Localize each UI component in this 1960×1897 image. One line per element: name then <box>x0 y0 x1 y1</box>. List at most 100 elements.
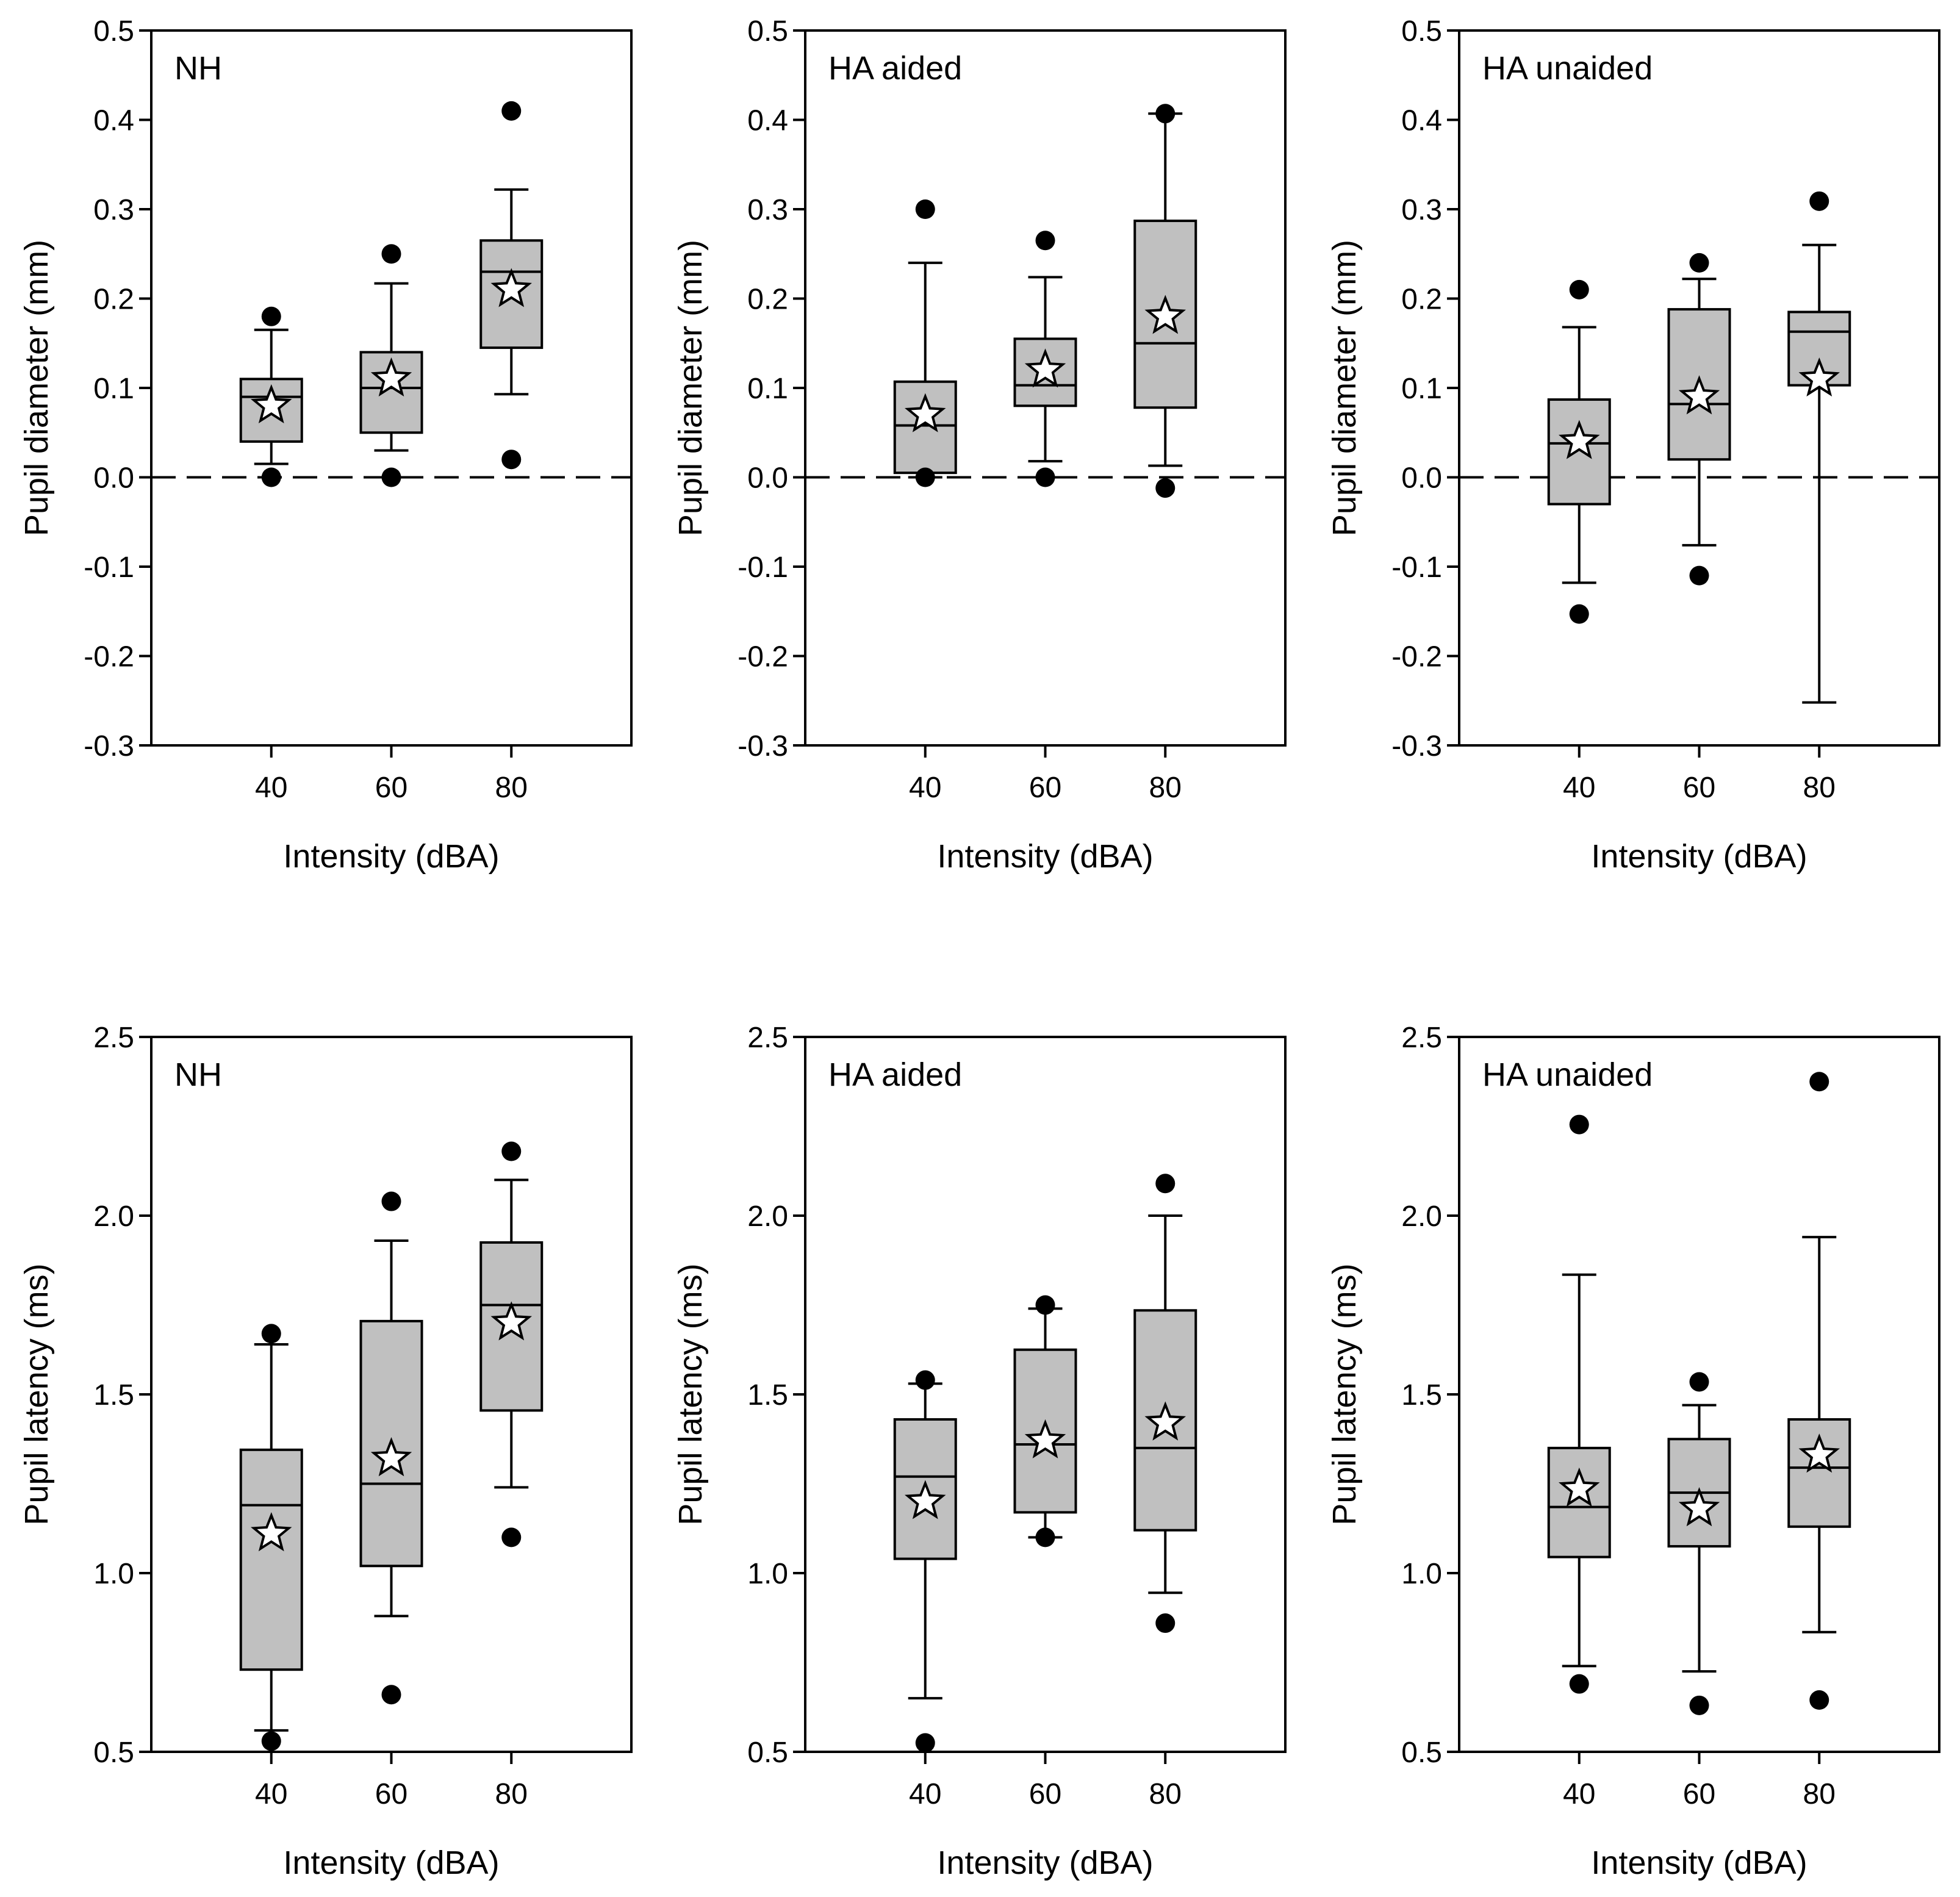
outlier-point <box>1569 279 1589 299</box>
y-tick-label: 0.1 <box>93 373 134 405</box>
box-iqr <box>239 1448 303 1671</box>
panel-3: -0.3 -0.2 -0.1 0.0 0.1 0.2 0.3 0.4 0.5 40 60 80 Inte… <box>1326 15 1940 875</box>
box-40 <box>239 306 303 487</box>
outlier-point <box>1035 231 1055 251</box>
outlier-point <box>1035 1295 1055 1315</box>
x-tick-label: 60 <box>375 772 407 804</box>
y-tick-label: 0.4 <box>93 105 134 137</box>
x-axis-title: Intensity (dBA) <box>937 838 1153 875</box>
mean-star-icon <box>251 1512 292 1552</box>
outlier-point <box>381 467 401 487</box>
panel-5: 0.5 1.0 1.5 2.0 2.5 40 60 80 Intensity (dBA) Pupi… <box>672 1022 1287 1881</box>
y-tick-label: 0.1 <box>747 373 788 405</box>
x-axis-title: Intensity (dBA) <box>283 1845 499 1881</box>
outlier-point <box>1035 467 1055 487</box>
y-tick-label: 0.0 <box>1401 462 1442 495</box>
outlier-point <box>381 244 401 264</box>
y-tick-label: -0.3 <box>1391 730 1442 762</box>
y-tick-label: 1.0 <box>1401 1558 1442 1590</box>
panel-4: 0.5 1.0 1.5 2.0 2.5 40 60 80 Intensity (dBA) Pupi… <box>18 1022 633 1881</box>
outlier-point <box>1569 1674 1589 1694</box>
box-40 <box>893 1370 957 1753</box>
y-tick-label: 1.0 <box>93 1558 134 1590</box>
box-40 <box>1547 1114 1611 1694</box>
y-tick-label: 2.5 <box>93 1022 134 1054</box>
x-tick-label: 80 <box>1803 1778 1836 1810</box>
box-60 <box>1013 231 1077 487</box>
x-axis-title: Intensity (dBA) <box>283 838 499 875</box>
box-80 <box>1787 191 1851 704</box>
y-tick-label: 0.2 <box>1401 284 1442 316</box>
y-tick-label: 0.0 <box>747 462 788 495</box>
y-tick-label: 2.0 <box>1401 1200 1442 1233</box>
y-tick-label: 0.5 <box>747 15 788 48</box>
panel-6: 0.5 1.0 1.5 2.0 2.5 40 60 80 Intensity (dBA) Pupi… <box>1326 1022 1940 1881</box>
outlier-point <box>1035 1527 1055 1547</box>
x-tick-label: 60 <box>1683 772 1715 804</box>
y-tick-label: 1.5 <box>93 1379 134 1411</box>
y-tick-label: 0.5 <box>93 1737 134 1769</box>
x-tick-label: 40 <box>1563 772 1595 804</box>
x-tick-label: 80 <box>1803 772 1836 804</box>
box-40 <box>239 1324 303 1751</box>
y-tick-label: -0.2 <box>1391 641 1442 673</box>
x-axis-title: Intensity (dBA) <box>1591 838 1807 875</box>
outlier-point <box>1569 1114 1589 1135</box>
outlier-point <box>501 450 522 470</box>
panel-1: -0.3 -0.2 -0.1 0.0 0.1 0.2 0.3 0.4 0.5 40 60 80 Inte… <box>18 15 633 875</box>
y-tick-label: -0.1 <box>84 551 134 584</box>
outlier-point <box>261 467 281 487</box>
x-axis-title: Intensity (dBA) <box>937 1845 1153 1881</box>
outlier-point <box>1155 478 1176 498</box>
box-80 <box>479 1141 544 1547</box>
y-tick-label: -0.3 <box>84 730 134 762</box>
y-tick-label: 1.5 <box>1401 1379 1442 1411</box>
y-tick-label: 1.0 <box>747 1558 788 1590</box>
x-tick-label: 40 <box>1563 1778 1595 1810</box>
y-tick-label: 0.4 <box>1401 105 1442 137</box>
mean-star-icon <box>1024 1419 1066 1458</box>
y-tick-label: 0.3 <box>1401 194 1442 226</box>
mean-star-icon <box>1558 1467 1600 1507</box>
y-axis-title: Pupil diameter (mm) <box>1326 240 1363 536</box>
outlier-point <box>915 1370 935 1390</box>
y-tick-label: 0.1 <box>1401 373 1442 405</box>
outlier-point <box>381 1685 401 1705</box>
mean-star-icon <box>905 393 946 432</box>
panel-label: NH <box>174 1056 222 1093</box>
outlier-point <box>1689 1372 1709 1392</box>
box-80 <box>479 101 544 470</box>
box-40 <box>1547 279 1611 624</box>
x-tick-label: 60 <box>1683 1778 1715 1810</box>
y-tick-label: 2.0 <box>93 1200 134 1233</box>
box-60 <box>1013 1295 1077 1547</box>
outlier-point <box>1689 565 1709 586</box>
y-tick-label: -0.2 <box>84 641 134 673</box>
box-80 <box>1787 1072 1851 1710</box>
outlier-point <box>1809 1072 1829 1092</box>
mean-star-icon <box>250 384 292 424</box>
x-tick-label: 60 <box>1029 772 1061 804</box>
y-tick-label: 2.0 <box>747 1200 788 1233</box>
x-axis-title: Intensity (dBA) <box>1591 1845 1807 1881</box>
mean-star-icon <box>490 1301 533 1341</box>
outlier-point <box>261 1731 281 1751</box>
y-tick-label: 2.5 <box>747 1022 788 1054</box>
y-tick-label: 0.5 <box>1401 15 1442 48</box>
outlier-point <box>915 199 935 219</box>
x-tick-label: 40 <box>255 772 287 804</box>
x-tick-label: 80 <box>1149 772 1182 804</box>
mean-star-icon <box>490 268 532 307</box>
y-tick-label: 0.4 <box>747 105 788 137</box>
outlier-point <box>1809 1690 1829 1710</box>
panel-label: HA aided <box>828 50 962 87</box>
outlier-point <box>1155 1613 1176 1633</box>
x-tick-label: 40 <box>255 1778 287 1810</box>
mean-star-icon <box>1558 420 1600 459</box>
outlier-point <box>501 101 522 121</box>
box-60 <box>359 244 423 487</box>
panel-label: HA aided <box>828 1056 962 1093</box>
y-axis-title: Pupil diameter (mm) <box>672 240 709 536</box>
y-tick-label: 0.3 <box>747 194 788 226</box>
